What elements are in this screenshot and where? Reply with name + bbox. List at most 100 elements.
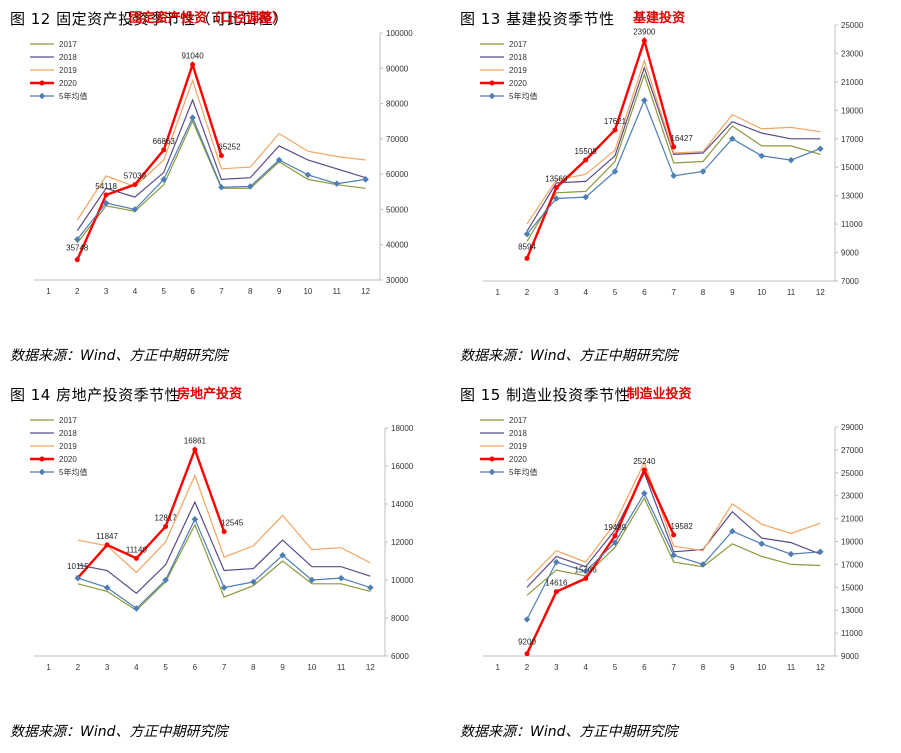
legend-label: 2017 xyxy=(59,416,77,425)
x-tick-label: 6 xyxy=(190,287,195,296)
x-tick-label: 1 xyxy=(495,663,500,672)
series-point-avg xyxy=(246,183,254,190)
data-label-2020: 66863 xyxy=(153,137,176,146)
y-tick-label: 21000 xyxy=(841,515,864,524)
series-point-avg xyxy=(611,539,619,546)
series-point-2020 xyxy=(192,447,198,453)
figure-14-source: 数据来源：Wind、方正中期研究院 xyxy=(10,724,228,740)
series-point-2020 xyxy=(218,153,224,159)
data-label-2020: 15508 xyxy=(575,147,598,156)
x-tick-label: 3 xyxy=(554,288,559,297)
y-tick-label: 7000 xyxy=(841,277,859,286)
x-tick-label: 9 xyxy=(730,288,735,297)
data-label-2020: 14616 xyxy=(545,579,568,588)
series-point-2020 xyxy=(221,529,227,535)
y-tick-label: 25000 xyxy=(841,469,864,478)
y-tick-label: 15000 xyxy=(841,163,864,172)
y-tick-label: 30000 xyxy=(386,276,409,285)
y-tick-label: 10000 xyxy=(391,576,414,585)
data-label-2020: 9200 xyxy=(518,638,536,647)
series-line-2018 xyxy=(526,65,821,232)
x-tick-label: 12 xyxy=(816,663,825,672)
legend-marker-avg xyxy=(488,468,496,476)
series-point-avg xyxy=(758,152,765,160)
series-point-2020 xyxy=(74,257,80,263)
x-tick-label: 7 xyxy=(222,663,227,672)
data-label-2020: 11140 xyxy=(126,545,148,554)
series-point-avg xyxy=(817,548,824,556)
x-tick-label: 9 xyxy=(277,287,282,296)
series-line-2019 xyxy=(77,473,371,574)
x-tick-label: 4 xyxy=(583,663,588,672)
y-tick-label: 15000 xyxy=(841,583,864,592)
data-label-2020: 23900 xyxy=(633,28,656,37)
legend-label: 5年均值 xyxy=(59,91,87,101)
series-point-2020 xyxy=(671,532,677,538)
x-tick-label: 4 xyxy=(133,287,138,296)
x-tick-label: 8 xyxy=(701,663,706,672)
data-label-2020: 91040 xyxy=(181,52,204,61)
x-tick-label: 1 xyxy=(46,663,51,672)
x-tick-label: 2 xyxy=(525,288,530,297)
chart-title: 房地产投资 xyxy=(177,386,242,402)
x-tick-label: 10 xyxy=(757,288,766,297)
data-label-2020: 12817 xyxy=(155,513,178,522)
series-point-avg xyxy=(729,135,736,143)
x-tick-label: 1 xyxy=(495,288,500,297)
series-point-avg xyxy=(220,584,228,591)
series-point-avg xyxy=(553,558,560,566)
y-tick-label: 8000 xyxy=(391,614,409,623)
series-line-2020 xyxy=(76,60,223,261)
x-tick-label: 1 xyxy=(46,287,51,296)
figure-14-panel: 图 14 房地产投资季节性 房地产投资 6000 8000 10000 12000 140… xyxy=(0,376,450,752)
series-point-avg xyxy=(787,550,795,558)
data-label-2020: 16861 xyxy=(184,437,207,446)
legend-label: 2017 xyxy=(59,40,77,49)
series-point-avg xyxy=(758,540,765,548)
x-tick-label: 12 xyxy=(361,287,370,296)
data-label-2020: 17621 xyxy=(604,117,627,126)
y-tick-label: 17000 xyxy=(841,560,864,569)
series-point-2020 xyxy=(133,555,139,561)
series-point-2020 xyxy=(161,147,167,153)
series-line-2019 xyxy=(76,78,366,221)
data-label-2020: 25240 xyxy=(633,457,656,466)
series-line-2018 xyxy=(77,500,371,595)
legend-label: 2017 xyxy=(509,416,527,425)
y-tick-label: 19000 xyxy=(841,106,864,115)
series-point-avg xyxy=(641,490,648,497)
series-point-avg xyxy=(218,183,225,191)
y-tick-label: 80000 xyxy=(386,100,409,109)
legend-label: 2019 xyxy=(59,66,77,75)
x-tick-label: 12 xyxy=(366,663,375,672)
series-point-avg xyxy=(670,172,677,180)
series-point-avg xyxy=(337,574,345,582)
series-point-avg xyxy=(162,576,169,584)
series-line-2020 xyxy=(77,446,226,579)
series-point-avg xyxy=(102,199,110,207)
data-label-2020: 35748 xyxy=(66,244,89,253)
series-line-2020 xyxy=(525,36,675,259)
y-tick-label: 27000 xyxy=(841,446,864,455)
legend-label: 2019 xyxy=(59,442,77,451)
series-point-2020 xyxy=(641,467,647,473)
series-point-avg xyxy=(73,236,81,243)
legend-label: 2019 xyxy=(509,66,527,75)
figure-15-source: 数据来源：Wind、方正中期研究院 xyxy=(460,724,678,740)
series-point-2020 xyxy=(583,157,589,163)
x-tick-label: 9 xyxy=(280,663,285,672)
x-tick-label: 8 xyxy=(248,287,253,296)
series-point-2020 xyxy=(104,542,110,548)
legend-label: 5年均值 xyxy=(509,91,537,101)
figure-15-title: 图 15 制造业投资季节性 xyxy=(460,386,631,404)
figure-13-chart: 基建投资700090001100013000150001700019000210… xyxy=(480,10,864,297)
legend-label: 2018 xyxy=(59,429,77,438)
x-tick-label: 4 xyxy=(134,663,139,672)
series-point-avg xyxy=(362,176,369,183)
series-point-avg xyxy=(133,605,140,612)
data-label-2020: 10115 xyxy=(67,562,89,571)
legend-label: 2017 xyxy=(509,40,527,49)
x-tick-label: 5 xyxy=(163,663,168,672)
y-tick-label: 90000 xyxy=(386,64,409,73)
